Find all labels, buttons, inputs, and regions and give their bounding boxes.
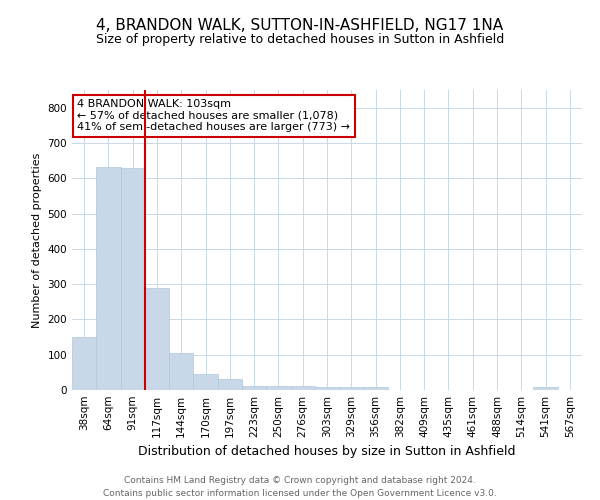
Y-axis label: Number of detached properties: Number of detached properties — [32, 152, 42, 328]
Bar — [364, 387, 388, 390]
Bar — [72, 337, 96, 390]
Bar — [218, 380, 242, 390]
Bar — [169, 354, 193, 390]
Bar — [315, 387, 339, 390]
Bar — [145, 288, 169, 390]
Text: Contains HM Land Registry data © Crown copyright and database right 2024.
Contai: Contains HM Land Registry data © Crown c… — [103, 476, 497, 498]
Text: Size of property relative to detached houses in Sutton in Ashfield: Size of property relative to detached ho… — [96, 32, 504, 46]
Bar — [266, 386, 290, 390]
Bar — [533, 387, 558, 390]
Bar — [339, 387, 364, 390]
Bar — [242, 386, 266, 390]
Bar — [193, 374, 218, 390]
Bar — [290, 386, 315, 390]
Text: 4, BRANDON WALK, SUTTON-IN-ASHFIELD, NG17 1NA: 4, BRANDON WALK, SUTTON-IN-ASHFIELD, NG1… — [97, 18, 503, 32]
Text: 4 BRANDON WALK: 103sqm
← 57% of detached houses are smaller (1,078)
41% of semi-: 4 BRANDON WALK: 103sqm ← 57% of detached… — [77, 99, 350, 132]
X-axis label: Distribution of detached houses by size in Sutton in Ashfield: Distribution of detached houses by size … — [138, 446, 516, 458]
Bar — [96, 167, 121, 390]
Bar — [121, 168, 145, 390]
